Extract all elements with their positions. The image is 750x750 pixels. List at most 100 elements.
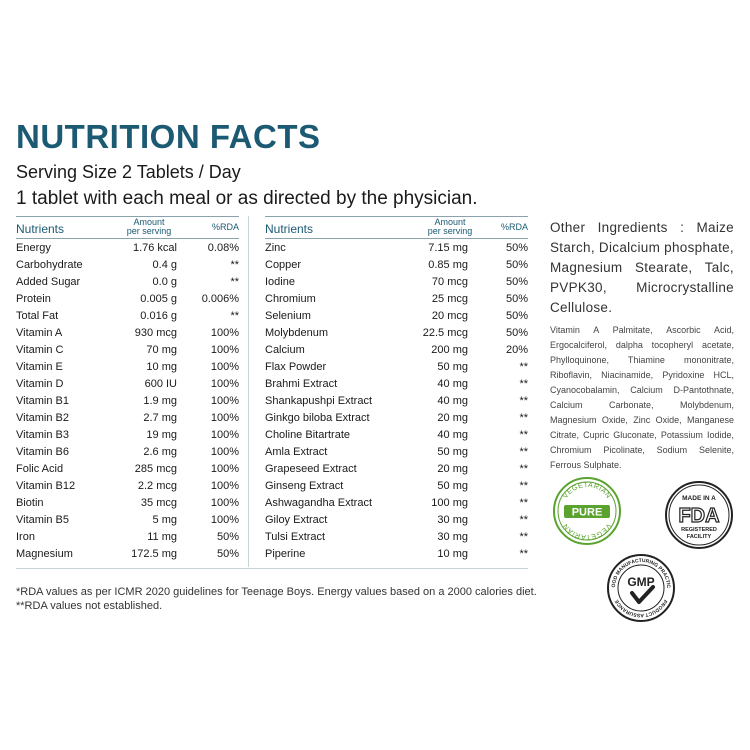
nutrition-table-left: Nutrients Amount per serving %RDA Energy 1…: [16, 216, 239, 562]
table-row: Amla Extract 50 mg **: [265, 443, 528, 460]
nutrient-name: Vitamin E: [16, 361, 63, 373]
fda-text-top: MADE IN A: [682, 495, 716, 502]
table-row: Choline Bitartrate 40 mg **: [265, 426, 528, 443]
nutrient-name: Ashwagandha Extract: [265, 497, 373, 509]
svg-text:VEGETARIAN: VEGETARIAN: [562, 482, 612, 500]
gmp-text-center: GMP: [627, 575, 654, 589]
nutrient-rda: 100%: [210, 429, 239, 441]
nutrient-rda: **: [519, 395, 528, 407]
nutrient-amount: 0.4 g: [152, 259, 177, 271]
nutrient-amount: 2.2 mcg: [137, 480, 177, 492]
table-row: Total Fat 0.016 g **: [16, 307, 239, 324]
nutrient-amount: 0.016 g: [140, 310, 177, 322]
table-row: Folic Acid 285 mcg 100%: [16, 460, 239, 477]
table-row: Molybdenum 22.5 mcg 50%: [265, 324, 528, 341]
vegetarian-badge-icon: VEGETARIAN VEGETARIAN PURE: [552, 476, 622, 546]
table-row: Brahmi Extract 40 mg **: [265, 375, 528, 392]
nutrient-rda: 50%: [505, 327, 528, 339]
nutrient-amount: 11 mg: [147, 531, 177, 543]
table-row: Flax Powder 50 mg **: [265, 358, 528, 375]
nutrient-amount: 19 mg: [146, 429, 177, 441]
veg-text-bottom: VEGETARIAN: [562, 522, 611, 540]
header-nutrients: Nutrients: [265, 222, 314, 236]
nutrient-name: Amla Extract: [265, 446, 328, 458]
nutrient-amount: 10 mg: [146, 361, 177, 373]
nutrient-amount: 70 mg: [146, 344, 177, 356]
nutrient-amount: 20 mg: [437, 463, 468, 475]
nutrient-rda: **: [519, 412, 528, 424]
nutrient-name: Vitamin C: [16, 344, 64, 356]
nutrient-rda: **: [230, 259, 239, 271]
nutrient-amount: 0.005 g: [140, 293, 177, 305]
nutrient-rda: **: [230, 310, 239, 322]
nutrient-name: Carbohydrate: [16, 259, 83, 271]
nutrient-name: Tulsi Extract: [265, 531, 326, 543]
header-amount: Amount per serving: [415, 218, 485, 236]
nutrient-amount: 930 mcg: [134, 327, 177, 339]
table-row: Tulsi Extract 30 mg **: [265, 528, 528, 545]
nutrient-name: Total Fat: [16, 310, 59, 322]
nutrient-name: Vitamin D: [16, 378, 64, 390]
nutrient-rda: 0.006%: [201, 293, 239, 305]
nutrient-amount: 600 IU: [144, 378, 177, 390]
nutrient-rda: 100%: [210, 446, 239, 458]
nutrient-name: Iron: [16, 531, 35, 543]
header-amount-line1: Amount: [133, 217, 165, 227]
nutrient-name: Vitamin A: [16, 327, 63, 339]
table-row: Iron 11 mg 50%: [16, 528, 239, 545]
nutrient-amount: 10 mg: [437, 548, 468, 560]
nutrient-amount: 70 mcg: [431, 276, 468, 288]
table-row: Piperine 10 mg **: [265, 545, 528, 562]
table-row: Vitamin E 10 mg 100%: [16, 358, 239, 375]
nutrient-name: Piperine: [265, 548, 306, 560]
nutrient-rda: 50%: [505, 242, 528, 254]
nutrient-amount: 30 mg: [437, 514, 468, 526]
table-row: Vitamin B3 19 mg 100%: [16, 426, 239, 443]
table-row: Carbohydrate 0.4 g **: [16, 256, 239, 273]
table-row: Copper 0.85 mg 50%: [265, 256, 528, 273]
nutrient-name: Vitamin B6: [16, 446, 69, 458]
nutrient-name: Copper: [265, 259, 302, 271]
table-row: Shankapushpi Extract 40 mg **: [265, 392, 528, 409]
table-row: Chromium 25 mcg 50%: [265, 290, 528, 307]
nutrient-rda: 100%: [210, 463, 239, 475]
nutrient-amount: 172.5 mg: [131, 548, 177, 560]
table-row: Zinc 7.15 mg 50%: [265, 239, 528, 256]
nutrient-rda: **: [519, 361, 528, 373]
nutrient-rda: **: [519, 480, 528, 492]
nutrient-name: Biotin: [16, 497, 44, 509]
nutrient-name: Added Sugar: [16, 276, 81, 288]
other-ingredients: Other Ingredients : Maize Starch, Dicalc…: [550, 220, 734, 315]
table-row: Vitamin B12 2.2 mcg 100%: [16, 477, 239, 494]
nutrient-name: Choline Bitartrate: [265, 429, 350, 441]
nutrient-rda: 100%: [210, 497, 239, 509]
table-row: Giloy Extract 30 mg **: [265, 511, 528, 528]
table-body-right: Zinc 7.15 mg 50% Copper 0.85 mg 50% Iodine 70 m…: [265, 239, 528, 562]
nutrient-name: Chromium: [265, 293, 316, 305]
nutrient-name: Vitamin B5: [16, 514, 69, 526]
nutrient-rda: **: [519, 548, 528, 560]
nutrient-name: Energy: [16, 242, 51, 254]
nutrient-rda: 100%: [210, 480, 239, 492]
table-row: Vitamin C 70 mg 100%: [16, 341, 239, 358]
nutrient-rda: 50%: [505, 293, 528, 305]
veg-text-center: PURE: [572, 507, 603, 519]
table-row: Vitamin A 930 mcg 100%: [16, 324, 239, 341]
nutrient-rda: 50%: [216, 548, 239, 560]
nutrient-name: Grapeseed Extract: [265, 463, 357, 475]
footnote-not-established: **RDA values not established.: [16, 600, 163, 612]
header-rda: %RDA: [500, 222, 528, 232]
nutrient-amount: 285 mcg: [134, 463, 177, 475]
svg-text:VEGETARIAN: VEGETARIAN: [562, 522, 612, 540]
nutrient-rda: **: [519, 531, 528, 543]
nutrient-amount: 0.85 mg: [428, 259, 468, 271]
nutrient-rda: 50%: [505, 310, 528, 322]
nutrient-amount: 1.9 mg: [143, 395, 177, 407]
nutrient-name: Ginseng Extract: [265, 480, 344, 492]
nutrient-name: Protein: [16, 293, 51, 305]
nutrient-amount: 2.7 mg: [143, 412, 177, 424]
veg-text-top: VEGETARIAN: [562, 482, 611, 500]
nutrient-amount: 50 mg: [437, 446, 468, 458]
nutrient-amount: 22.5 mcg: [422, 327, 468, 339]
nutrient-rda: 50%: [505, 259, 528, 271]
